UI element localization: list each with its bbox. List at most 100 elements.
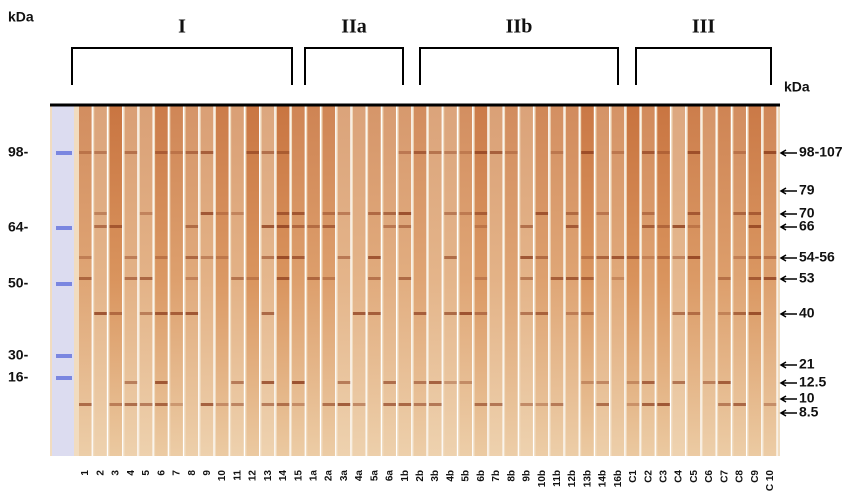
band <box>170 403 183 406</box>
band <box>186 312 199 315</box>
band <box>140 312 153 315</box>
band <box>749 225 762 228</box>
band <box>551 403 564 406</box>
band <box>414 381 427 384</box>
band <box>429 151 442 154</box>
lane-label: 10b <box>537 470 548 487</box>
band <box>520 277 533 280</box>
lane-label: 4 <box>126 470 137 476</box>
band <box>429 381 442 384</box>
right-marker: 53 <box>799 270 815 286</box>
band <box>718 312 731 315</box>
lane-label: C6 <box>704 470 715 483</box>
left-marker: 30- <box>8 347 29 363</box>
band <box>642 256 655 259</box>
lane-label: 5a <box>369 470 380 482</box>
band <box>79 151 92 154</box>
band <box>109 312 122 315</box>
band <box>520 403 533 406</box>
band <box>733 312 746 315</box>
band <box>262 403 275 406</box>
group-label: IIb <box>506 16 533 38</box>
band <box>399 212 412 215</box>
band <box>94 212 107 215</box>
band <box>186 277 199 280</box>
band <box>749 312 762 315</box>
band <box>733 256 746 259</box>
band <box>383 403 396 406</box>
arrow <box>781 362 797 368</box>
lane-label: C2 <box>643 470 654 483</box>
strip <box>444 106 457 456</box>
bracket <box>72 48 292 85</box>
band <box>764 256 777 259</box>
lane-label: 4a <box>354 470 365 482</box>
strip <box>94 106 107 456</box>
band <box>490 403 503 406</box>
band <box>749 277 762 280</box>
band <box>155 403 168 406</box>
band <box>566 277 579 280</box>
marker-band <box>56 151 72 155</box>
strip <box>459 106 472 456</box>
left-marker: 64- <box>8 219 29 235</box>
lane-label: 3 <box>111 470 122 476</box>
lane-label: 10 <box>217 470 228 482</box>
band <box>520 225 533 228</box>
arrow <box>781 255 797 261</box>
band <box>322 403 335 406</box>
band <box>292 381 305 384</box>
lane-label: 13b <box>582 470 593 487</box>
lane-label: 16b <box>613 470 624 487</box>
band <box>672 312 685 315</box>
band <box>718 381 731 384</box>
band <box>520 256 533 259</box>
left-marker: 98- <box>8 144 29 160</box>
lane-label: 4b <box>445 470 456 482</box>
band <box>292 212 305 215</box>
band <box>596 403 609 406</box>
band <box>186 256 199 259</box>
band <box>140 277 153 280</box>
strip <box>368 106 381 456</box>
band <box>475 312 488 315</box>
band <box>140 403 153 406</box>
lane-label: 7 <box>172 470 183 476</box>
band <box>657 225 670 228</box>
band <box>94 312 107 315</box>
band <box>596 212 609 215</box>
lane-label: C5 <box>689 470 700 483</box>
band <box>79 277 92 280</box>
bracket <box>420 48 618 85</box>
band <box>201 256 214 259</box>
band <box>596 256 609 259</box>
group-label: IIa <box>341 16 367 38</box>
band <box>246 151 259 154</box>
band <box>155 151 168 154</box>
marker-band <box>56 226 72 230</box>
band <box>642 225 655 228</box>
band <box>672 381 685 384</box>
band <box>79 403 92 406</box>
lane-label: 14 <box>278 470 289 482</box>
band <box>749 256 762 259</box>
band <box>581 312 594 315</box>
band <box>322 277 335 280</box>
band <box>277 256 290 259</box>
band <box>155 381 168 384</box>
group-label: I <box>178 16 186 38</box>
lane-label: 5b <box>461 470 472 482</box>
band <box>596 381 609 384</box>
lane-label: 6b <box>476 470 487 482</box>
lane-label: 8 <box>187 470 198 476</box>
right-marker: 98-107 <box>799 144 843 160</box>
lane-label: C9 <box>750 470 761 483</box>
band <box>262 225 275 228</box>
band <box>444 256 457 259</box>
bracket <box>305 48 403 85</box>
band <box>718 277 731 280</box>
band <box>216 212 229 215</box>
strip <box>307 106 320 456</box>
strip <box>246 106 259 456</box>
lane-label: 7b <box>491 470 502 482</box>
